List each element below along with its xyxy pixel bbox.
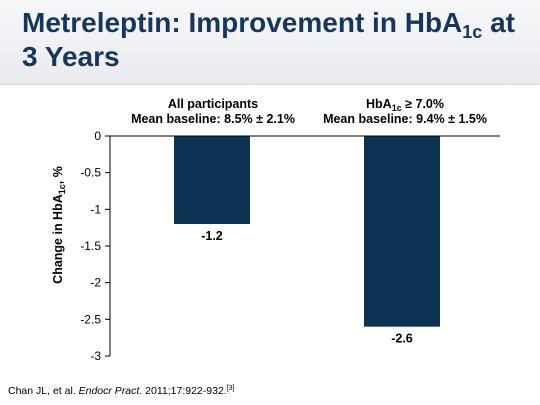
citation: Chan JL, et al. Endocr Pract. 2011;17:92… [8, 385, 235, 397]
category-header-1: HbA1c ≥ 7.0% Mean baseline: 9.4% ± 1.5% [305, 97, 505, 127]
category-header-1-line1: HbA1c ≥ 7.0% [305, 97, 505, 113]
citation-ref: [3] [226, 385, 235, 392]
title-prefix: Metreleptin: Improvement in HbA [22, 7, 463, 38]
y-axis-label-sub: 1c [57, 184, 67, 195]
title-subscript: 1c [462, 22, 483, 42]
bar-1 [364, 136, 440, 327]
bar-0 [174, 136, 250, 224]
category-1-label: HbA [365, 97, 392, 111]
title-suffix: at 3 Years [22, 7, 515, 72]
y-tick-label: -3 [90, 349, 101, 363]
category-1-label-sub: 1c [391, 103, 402, 113]
chart-area: 0 -0.5 -1 -1.5 -2 -2.5 -3 -1.2 -2.6 All particip… [0, 84, 540, 384]
data-label-0: -1.2 [201, 229, 223, 243]
y-tick-label: -2 [90, 276, 101, 290]
category-header-0-line1: All participants [113, 97, 313, 112]
citation-details: . 2011;17:922-932. [139, 385, 227, 397]
category-1-label-suffix: ≥ 7.0% [401, 97, 445, 111]
category-header-0-baseline: Mean baseline: 8.5% ± 2.1% [131, 112, 295, 126]
data-label-1: -2.6 [391, 332, 413, 346]
y-tick-label: -0.5 [80, 166, 101, 180]
bar-chart: 0 -0.5 -1 -1.5 -2 -2.5 -3 -1.2 -2.6 [80, 129, 500, 363]
category-0-label: All participants [167, 97, 259, 111]
y-tick-label: 0 [94, 129, 101, 143]
citation-authors: Chan JL, et al. [8, 385, 79, 397]
slide-header: Metreleptin: Improvement in HbA1c at 3 Y… [0, 0, 540, 85]
y-axis-label: Change in HbA1c, % [51, 166, 67, 284]
y-tick-label: -2.5 [80, 312, 101, 326]
y-tick-label: -1.5 [80, 239, 101, 253]
citation-journal: Endocr Pract [78, 385, 140, 397]
y-axis-label-suffix: , % [51, 166, 65, 185]
y-tick-label: -1 [90, 202, 101, 216]
category-header-1-baseline: Mean baseline: 9.4% ± 1.5% [323, 112, 487, 126]
category-header-0: All participants Mean baseline: 8.5% ± 2… [113, 97, 313, 127]
slide-title: Metreleptin: Improvement in HbA1c at 3 Y… [22, 6, 522, 74]
y-axis-label-prefix: Change in HbA [51, 194, 65, 284]
